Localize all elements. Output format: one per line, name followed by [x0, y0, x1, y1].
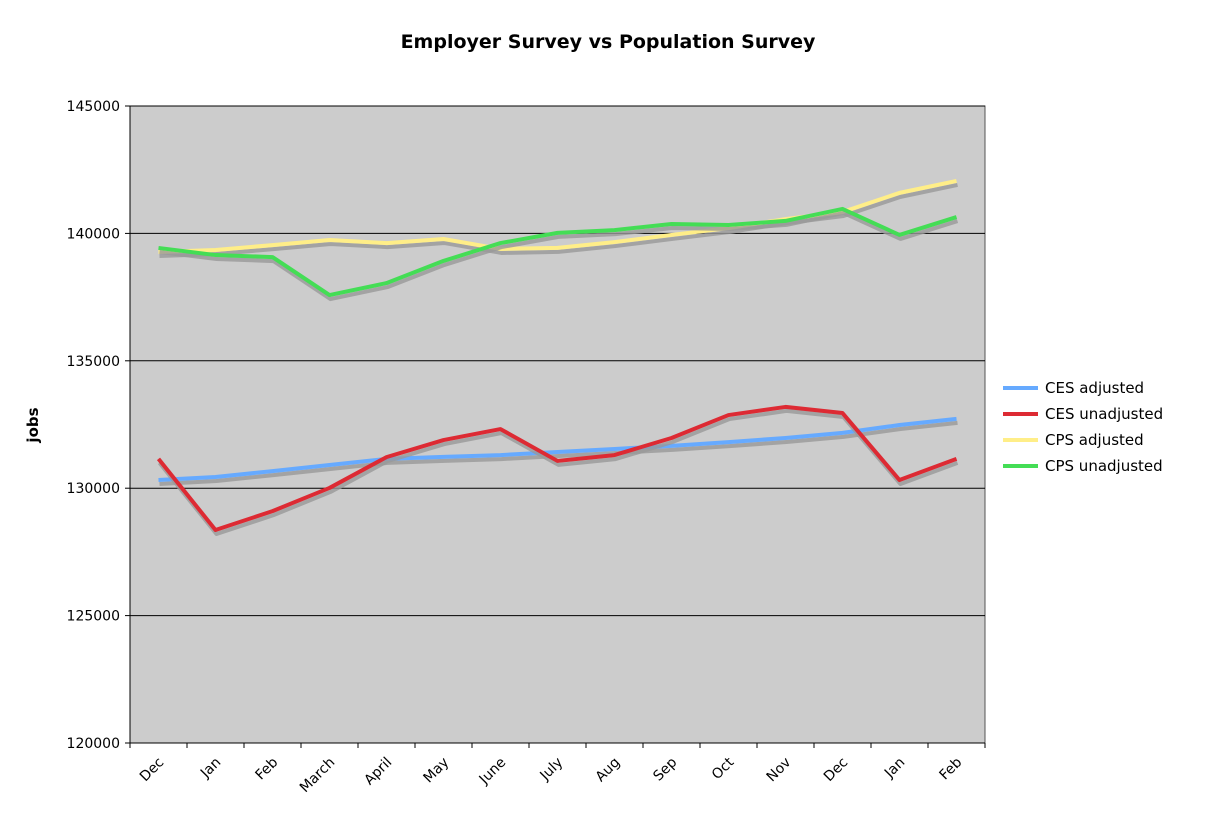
y-tick-label: 125000 — [67, 609, 120, 625]
x-tick-label: June — [476, 755, 510, 789]
x-tick-label: Aug — [593, 755, 624, 786]
x-tick-label: Oct — [709, 754, 738, 783]
y-tick-label: 135000 — [67, 354, 120, 370]
plot-area — [130, 106, 985, 743]
x-tick-label: March — [297, 755, 338, 796]
x-tick-label: Dec — [137, 755, 167, 785]
x-tick-label: Feb — [936, 754, 965, 783]
y-tick-label: 140000 — [67, 226, 120, 242]
y-tick-label: 120000 — [67, 736, 120, 752]
y-tick-label: 130000 — [67, 481, 120, 497]
x-tick-label: May — [421, 755, 453, 787]
x-tick-label: Dec — [821, 755, 851, 785]
legend-label: CPS adjusted — [1045, 431, 1144, 449]
y-axis-label: jobs — [24, 407, 42, 443]
x-tick-label: Feb — [252, 754, 281, 783]
x-tick-label: April — [361, 755, 395, 789]
chart-title: Employer Survey vs Population Survey — [401, 31, 816, 53]
x-tick-label: Jan — [881, 755, 908, 782]
y-tick-label: 145000 — [67, 99, 120, 115]
x-tick-label: Nov — [764, 755, 795, 786]
x-tick-label: July — [536, 755, 566, 785]
legend-label: CES adjusted — [1045, 379, 1144, 397]
legend-label: CPS unadjusted — [1045, 457, 1163, 475]
legend-label: CES unadjusted — [1045, 405, 1163, 423]
x-tick-label: Jan — [197, 755, 224, 782]
x-tick-label: Sep — [650, 754, 680, 784]
